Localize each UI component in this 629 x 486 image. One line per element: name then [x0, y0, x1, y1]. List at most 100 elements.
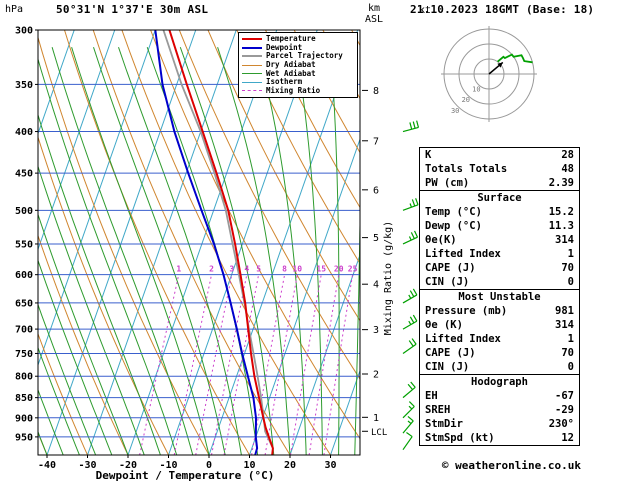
svg-text:1: 1	[373, 413, 379, 424]
mixing-ratio-axis-label: Mixing Ratio (g/kg)	[383, 221, 394, 335]
index-label: PW (cm)	[425, 177, 470, 189]
index-value: 70	[561, 347, 574, 359]
svg-text:850: 850	[15, 393, 33, 404]
svg-text:700: 700	[15, 325, 33, 336]
index-value: -67	[555, 390, 574, 402]
legend-line-sample	[242, 73, 262, 75]
svg-text:0: 0	[206, 460, 212, 471]
indices-section-hodograph: Hodograph EH -67 SREH -29 StmDir 230° StmSpd (k…	[419, 374, 580, 446]
svg-text:20: 20	[284, 460, 296, 471]
index-value: 0	[567, 276, 574, 288]
index-value: 48	[561, 163, 574, 175]
asl-label: ASL	[364, 14, 384, 25]
section-title: Surface	[477, 192, 522, 204]
index-value: 981	[555, 305, 574, 317]
index-label: EH	[425, 390, 438, 402]
svg-text:650: 650	[15, 298, 33, 309]
index-row: Totals Totals 48	[420, 162, 579, 176]
index-row: Lifted Index 1	[420, 247, 579, 261]
indices-top-box: K 28 Totals Totals 48 PW (cm) 2.39	[419, 147, 580, 191]
svg-text:5: 5	[256, 265, 261, 274]
legend-line-sample	[242, 46, 262, 49]
index-row: Lifted Index 1	[420, 332, 579, 346]
index-label: SREH	[425, 404, 451, 416]
svg-text:-10: -10	[159, 460, 177, 471]
svg-text:LCL: LCL	[371, 428, 387, 438]
svg-text:7: 7	[373, 136, 379, 147]
index-label: Pressure (mb)	[425, 305, 508, 317]
legend-item: Dry Adiabat	[242, 61, 354, 70]
legend-item-label: Dry Adiabat	[266, 60, 316, 70]
index-label: Lifted Index	[425, 333, 501, 345]
index-label: CIN (J)	[425, 361, 470, 373]
index-value: 12	[561, 432, 574, 444]
index-row: θe (K) 314	[420, 318, 579, 332]
index-value: 0	[567, 361, 574, 373]
index-row: StmSpd (kt) 12	[420, 431, 579, 445]
legend-item-label: Wet Adiabat	[266, 68, 316, 78]
legend-item-label: Isotherm	[266, 77, 303, 87]
index-row: CIN (J) 0	[420, 275, 579, 289]
station-title: 50°31'N 1°37'E 30m ASL	[56, 3, 209, 16]
index-value: 230°	[548, 418, 574, 430]
index-label: StmDir	[425, 418, 463, 430]
index-value: 314	[555, 319, 574, 331]
svg-text:300: 300	[15, 26, 33, 37]
index-row: Temp (°C) 15.2	[420, 205, 579, 219]
svg-text:500: 500	[15, 206, 33, 217]
hodograph-trace	[497, 53, 533, 64]
km-axis-title: km ASL	[361, 3, 387, 25]
index-value: 15.2	[548, 206, 574, 218]
dewpoint-line	[154, 30, 259, 455]
svg-text:450: 450	[15, 169, 33, 180]
index-row: Pressure (mb) 981	[420, 304, 579, 318]
indices-section-surface: Surface Temp (°C) 15.2 Dewp (°C) 11.3 θe(K) 31…	[419, 190, 580, 290]
legend-item: Isotherm	[242, 78, 354, 87]
index-value: 314	[555, 234, 574, 246]
index-row: PW (cm) 2.39	[420, 176, 579, 190]
index-label: θe (K)	[425, 319, 463, 331]
legend-item: Mixing Ratio	[242, 85, 354, 96]
legend-item: Dewpoint	[242, 42, 354, 53]
svg-text:800: 800	[15, 372, 33, 383]
datetime-title: 21.10.2023 18GMT (Base: 18)	[410, 3, 595, 16]
svg-text:3: 3	[229, 265, 234, 274]
svg-text:5: 5	[373, 233, 379, 244]
svg-text:15: 15	[316, 265, 326, 274]
indices-panel: K 28 Totals Totals 48 PW (cm) 2.39 Surface Temp…	[419, 147, 580, 446]
legend-item: Parcel Trajectory	[242, 52, 354, 61]
index-value: 2.39	[548, 177, 574, 189]
svg-text:30: 30	[451, 107, 459, 115]
index-row: K 28	[420, 148, 579, 162]
svg-text:10: 10	[243, 460, 255, 471]
legend: Temperature Dewpoint Parcel Trajectory Dry …	[238, 32, 358, 99]
svg-text:3: 3	[373, 325, 379, 336]
copyright: © weatheronline.co.uk	[441, 459, 581, 472]
svg-text:2: 2	[373, 369, 379, 380]
section-title: Hodograph	[471, 376, 528, 388]
sounding-profiles	[154, 30, 274, 455]
svg-text:20: 20	[462, 96, 470, 104]
legend-line-sample	[242, 64, 262, 66]
svg-text:25: 25	[348, 265, 358, 274]
svg-text:4: 4	[244, 265, 249, 274]
svg-text:4: 4	[373, 280, 379, 291]
index-value: 1	[567, 333, 574, 345]
svg-text:-20: -20	[119, 460, 137, 471]
svg-text:2: 2	[209, 265, 214, 274]
legend-line-sample	[242, 90, 262, 92]
index-label: Temp (°C)	[425, 206, 482, 218]
index-value: 70	[561, 262, 574, 274]
svg-text:10: 10	[292, 265, 302, 274]
legend-item-label: Mixing Ratio	[266, 85, 321, 95]
index-row: θe(K) 314	[420, 233, 579, 247]
legend-item-label: Parcel Trajectory	[266, 51, 343, 61]
legend-line-sample	[242, 55, 262, 58]
legend-item-label: Temperature	[266, 34, 316, 44]
index-label: CIN (J)	[425, 276, 470, 288]
svg-text:8: 8	[373, 86, 379, 97]
legend-item-label: Dewpoint	[266, 42, 303, 52]
legend-item: Wet Adiabat	[242, 69, 354, 78]
svg-text:8: 8	[282, 265, 287, 274]
